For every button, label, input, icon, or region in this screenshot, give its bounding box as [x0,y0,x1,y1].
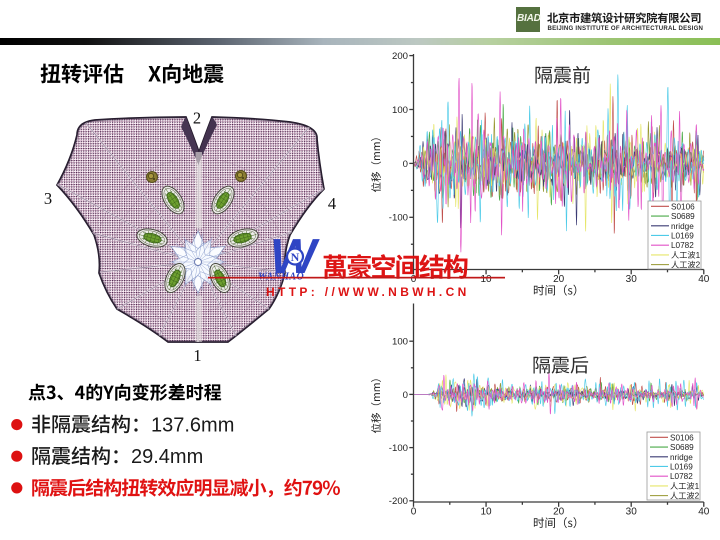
svg-text:4: 4 [328,194,336,213]
svg-text:0: 0 [403,390,408,401]
svg-text:20: 20 [553,507,565,518]
svg-text:20: 20 [553,274,565,285]
svg-text:-200: -200 [389,496,408,507]
svg-text:10: 10 [481,274,493,285]
svg-text:1: 1 [696,251,701,260]
svg-text:200: 200 [392,51,408,62]
svg-text:2: 2 [695,492,700,501]
svg-text:-100: -100 [389,213,408,224]
svg-text:S0689: S0689 [670,443,694,452]
svg-text:S0106: S0106 [671,202,695,211]
svg-text:100: 100 [392,337,408,348]
svg-text:30: 30 [626,274,638,285]
svg-text:S0106: S0106 [670,433,694,442]
svg-text:nridge: nridge [671,222,694,231]
svg-text:1: 1 [193,346,201,365]
svg-text:10: 10 [481,507,493,518]
svg-text:30: 30 [626,507,638,518]
svg-text:L0782: L0782 [670,472,693,481]
svg-text:29.4mm: 29.4mm [131,446,203,468]
svg-text:0: 0 [411,507,417,518]
svg-text:N: N [291,250,300,264]
svg-text:HTTP: //WWW.NBWH.CN: HTTP: //WWW.NBWH.CN [266,285,470,299]
svg-text:L0169: L0169 [671,231,694,240]
svg-text:2: 2 [696,261,701,270]
svg-text:40: 40 [698,274,710,285]
svg-text:100: 100 [392,105,408,116]
svg-text:S0689: S0689 [671,212,695,221]
svg-text:-100: -100 [389,443,408,454]
svg-text:nridge: nridge [670,453,693,462]
svg-text:L0782: L0782 [671,241,694,250]
svg-text:0: 0 [403,159,408,170]
svg-text:0: 0 [411,274,417,285]
svg-text:3: 3 [44,189,52,208]
svg-text:1: 1 [695,482,700,491]
svg-text:40: 40 [698,507,710,518]
svg-text:L0169: L0169 [670,462,693,471]
svg-text:2: 2 [193,109,201,128]
svg-text:137.6mm: 137.6mm [151,415,234,437]
